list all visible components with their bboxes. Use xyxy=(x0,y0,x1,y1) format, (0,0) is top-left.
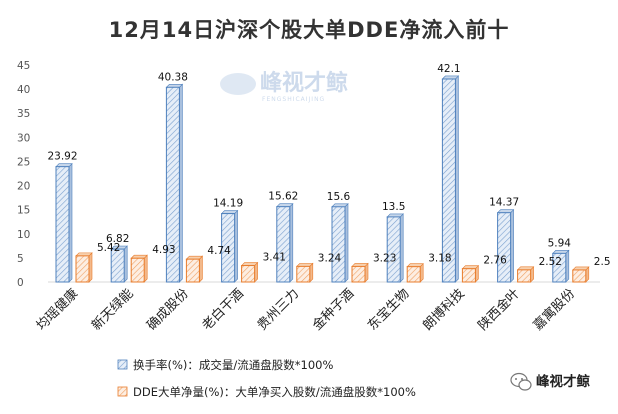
data-label: 14.37 xyxy=(489,197,519,209)
data-label: 5.94 xyxy=(548,237,572,249)
legend-label-turnover: 换手率(%)：成交量/流通盘股数*100% xyxy=(133,358,333,372)
x-tick-label: 老白干酒 xyxy=(199,286,247,334)
dde-bar xyxy=(406,262,424,283)
dde-bar xyxy=(516,266,535,283)
brand-name: 峰视才鲸 xyxy=(536,373,590,390)
dde-bar xyxy=(240,261,259,283)
y-tick-label: 5 xyxy=(17,253,24,265)
y-tick-label: 25 xyxy=(17,156,30,168)
turnover-bar xyxy=(165,83,184,283)
x-axis-labels: 均瑶健康 新天绿能 确成股份 老白干酒 贵州三力 金种子酒 东宝生物 朗博科技 陕西金叶 嘉寓股份 xyxy=(33,286,578,334)
data-label: 14.19 xyxy=(213,198,243,210)
turnover-bar xyxy=(276,202,294,283)
data-label: 2.76 xyxy=(483,255,507,267)
watermark-subtext: FENGSHICAIJING xyxy=(262,96,325,103)
x-tick-label: 陕西金叶 xyxy=(475,286,523,334)
y-tick-label: 20 xyxy=(17,181,30,193)
y-tick-label: 10 xyxy=(17,229,30,241)
x-tick-label: 确成股份 xyxy=(144,286,191,333)
watermark-text: 峰视才鲸 xyxy=(260,70,348,96)
x-tick-label: 金种子酒 xyxy=(309,286,357,334)
y-tick-label: 40 xyxy=(17,84,30,96)
data-label: 13.5 xyxy=(382,201,405,213)
dde-bar xyxy=(185,255,204,283)
brand: 峰视才鲸 xyxy=(510,372,590,391)
data-label: 4.74 xyxy=(207,245,231,257)
data-label: 2.52 xyxy=(539,256,562,268)
data-label: 3.18 xyxy=(428,253,451,265)
y-axis: 0 5 10 15 20 25 30 35 40 45 xyxy=(17,60,600,289)
turnover-bar xyxy=(552,249,570,283)
x-tick-label: 新天绿能 xyxy=(88,286,136,334)
dde-bar xyxy=(296,262,314,283)
dde-bar xyxy=(351,262,369,283)
turnover-bar xyxy=(496,208,515,283)
legend: 换手率(%)：成交量/流通盘股数*100% DDE大单净量(%)：大单净买入股数… xyxy=(117,358,416,399)
data-label: 5.42 xyxy=(97,242,120,254)
x-tick-label: 嘉寓股份 xyxy=(530,286,578,334)
legend-label-dde: DDE大单净量(%)：大单净买入股数/流通盘股数*100% xyxy=(133,385,416,399)
dde-bar xyxy=(461,264,480,283)
data-label: 15.62 xyxy=(268,191,298,203)
data-label: 4.93 xyxy=(152,244,175,256)
turnover-bar xyxy=(110,245,128,283)
turnover-bar xyxy=(331,203,349,283)
wechat-icon xyxy=(510,372,532,391)
dde-bar xyxy=(572,266,590,283)
y-tick-label: 30 xyxy=(17,132,30,144)
dde-bar xyxy=(130,254,148,283)
data-label: 6.82 xyxy=(106,233,129,245)
watermark: 峰视才鲸 FENGSHICAIJING xyxy=(220,70,348,103)
data-label: 3.41 xyxy=(263,252,286,264)
dde-bar xyxy=(75,252,93,283)
chart-title: 12月14日沪深个股大单DDE净流入前十 xyxy=(108,18,510,42)
data-label: 40.38 xyxy=(158,71,188,83)
y-tick-label: 45 xyxy=(17,60,30,72)
data-label: 2.5 xyxy=(594,256,611,268)
turnover-bar xyxy=(386,213,404,283)
legend-swatch-dde xyxy=(117,386,128,397)
x-tick-label: 东宝生物 xyxy=(365,286,412,333)
data-label: 42.1 xyxy=(437,63,460,75)
legend-swatch-turnover xyxy=(117,359,128,370)
x-tick-label: 贵州三力 xyxy=(255,286,302,333)
turnover-bar xyxy=(55,162,73,283)
whale-logo-icon xyxy=(220,73,256,95)
y-tick-label: 35 xyxy=(17,108,30,120)
data-labels: 23.925.426.824.9340.384.7414.193.4115.62… xyxy=(47,63,610,268)
x-tick-label: 朗博科技 xyxy=(420,286,467,333)
x-tick-label: 均瑶健康 xyxy=(33,286,81,334)
turnover-bar xyxy=(441,75,460,283)
turnover-bar xyxy=(220,209,239,283)
data-label: 3.23 xyxy=(373,252,396,264)
data-label: 15.6 xyxy=(327,191,351,203)
data-label: 3.24 xyxy=(318,252,342,264)
data-label: 23.92 xyxy=(47,151,77,163)
y-tick-label: 0 xyxy=(17,277,24,289)
y-tick-label: 15 xyxy=(17,205,30,217)
bars xyxy=(55,75,590,283)
